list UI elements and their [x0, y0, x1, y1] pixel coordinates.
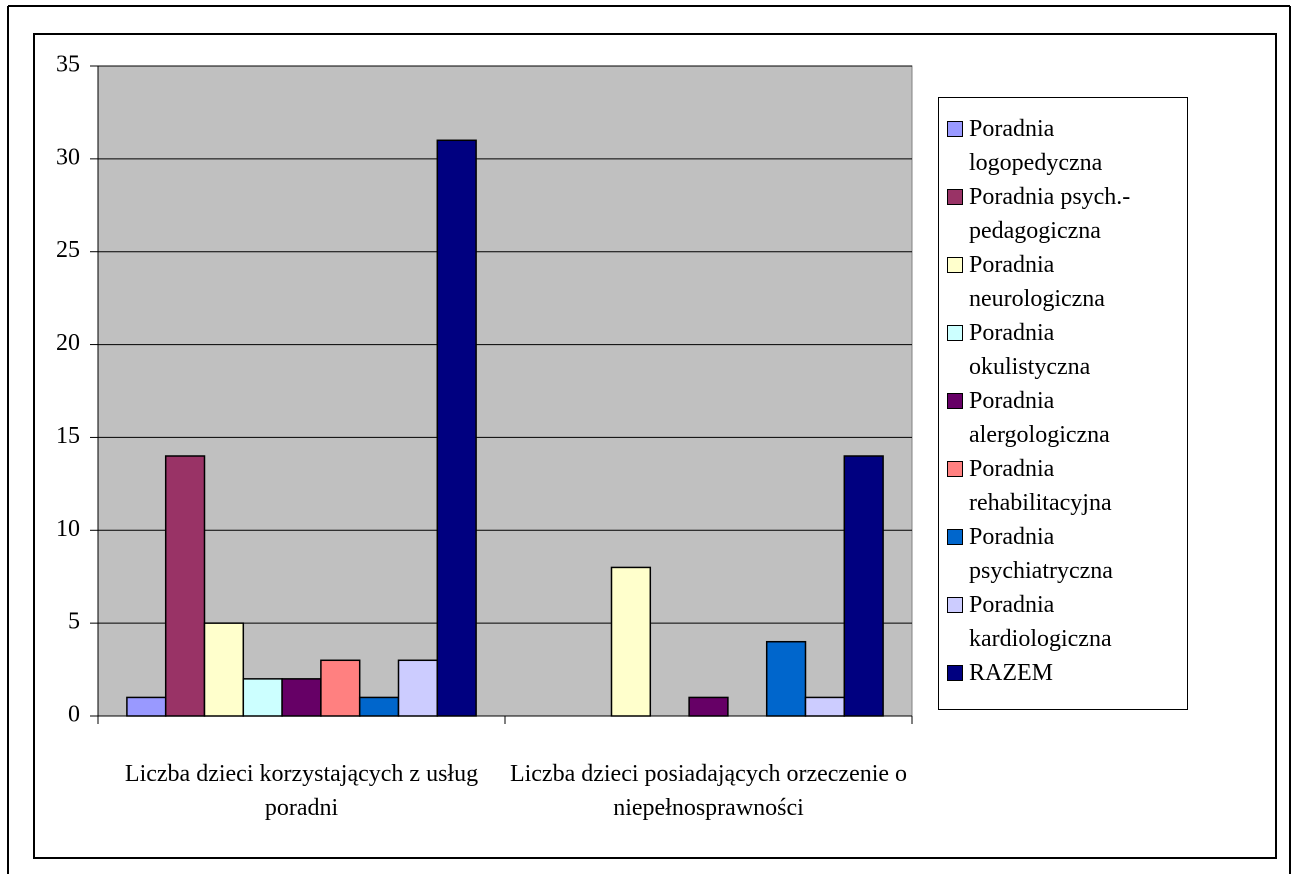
legend-swatch — [947, 529, 963, 545]
y-tick-label: 5 — [68, 609, 80, 635]
legend-item: Poradnia logopedyczna — [947, 112, 1187, 180]
bar — [320, 659, 361, 717]
x-tick-label: Liczba dzieci posiadających orzeczenie o… — [509, 761, 908, 821]
bar — [164, 455, 206, 717]
legend-label: Poradnia alergologiczna — [969, 388, 1110, 448]
legend-label: RAZEM — [969, 660, 1053, 686]
bar — [203, 622, 245, 717]
legend-item: Poradnia kardiologiczna — [947, 588, 1187, 656]
legend-item: Poradnia alergologiczna — [947, 384, 1187, 452]
legend-label: Poradnia psych.-pedagogiczna — [969, 184, 1131, 244]
legend-label: Poradnia logopedyczna — [969, 116, 1103, 176]
bar — [765, 640, 807, 717]
bar — [281, 678, 322, 717]
legend-item: RAZEM — [947, 656, 1187, 724]
y-tick-label: 25 — [56, 237, 80, 263]
x-tick-label: Liczba dzieci korzystających z usług por… — [124, 761, 479, 821]
legend-item: Poradnia okulistyczna — [947, 316, 1187, 384]
y-tick-label: 15 — [56, 423, 80, 449]
bar — [242, 678, 283, 717]
bar — [397, 659, 439, 717]
bar — [358, 696, 400, 717]
bar — [436, 139, 477, 717]
bar — [688, 696, 729, 717]
legend-item: Poradnia psychiatryczna — [947, 520, 1187, 588]
y-tick-label: 30 — [56, 144, 80, 170]
legend-label: Poradnia kardiologiczna — [969, 592, 1112, 652]
legend-swatch — [947, 393, 963, 409]
legend: Poradnia logopedyczna Poradnia psych.-ped… — [938, 97, 1188, 710]
legend-swatch — [947, 189, 963, 205]
legend-label: Poradnia psychiatryczna — [969, 524, 1113, 584]
legend-item: Poradnia rehabilitacyjna — [947, 452, 1187, 520]
bar — [126, 696, 167, 717]
plot-area — [97, 65, 913, 717]
bar — [610, 566, 652, 717]
chart-frame — [33, 33, 1277, 859]
legend-item: Poradnia psych.-pedagogiczna — [947, 180, 1187, 248]
legend-swatch — [947, 597, 963, 613]
legend-label: Poradnia okulistyczna — [969, 320, 1091, 380]
legend-label: Poradnia neurologiczna — [969, 252, 1105, 312]
bar — [804, 696, 846, 717]
legend-swatch — [947, 121, 963, 137]
legend-swatch — [947, 325, 963, 341]
bar — [843, 455, 884, 717]
y-tick-label: 10 — [56, 516, 80, 542]
legend-label: Poradnia rehabilitacyjna — [969, 456, 1112, 516]
y-tick-label: 0 — [68, 702, 80, 728]
y-tick-label: 20 — [56, 330, 80, 356]
legend-swatch — [947, 257, 963, 273]
legend-swatch — [947, 461, 963, 477]
legend-item: Poradnia neurologiczna — [947, 248, 1187, 316]
legend-swatch — [947, 665, 963, 681]
y-tick-label: 35 — [56, 52, 80, 78]
